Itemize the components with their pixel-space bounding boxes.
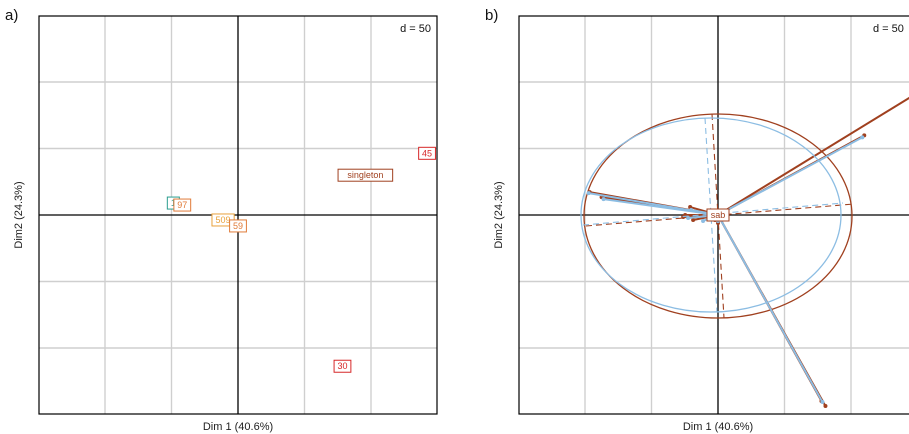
- panel-b-x-axis-title: Dim 1 (40.6%): [683, 421, 753, 433]
- confidence-ellipse: [580, 117, 842, 313]
- point-label: 97: [173, 198, 192, 212]
- group-label: sab: [706, 208, 730, 222]
- panel-b-plot: sab: [580, 96, 909, 409]
- group-label-box: [706, 208, 730, 222]
- data-point: [686, 215, 691, 220]
- point-label: 45: [418, 146, 436, 160]
- data-point: [691, 217, 696, 222]
- group-label-text: sab: [711, 210, 726, 220]
- ellipse-minor-axis: [704, 117, 718, 313]
- data-point: [701, 218, 706, 223]
- point-label-box: [418, 146, 436, 160]
- panel-a-x-axis-title: Dim 1 (40.6%): [203, 421, 273, 433]
- point-label-box: [229, 219, 247, 233]
- panel-b-y-axis-title: Dim2 (24.3%): [493, 181, 505, 248]
- confidence-ellipse: [583, 113, 853, 319]
- point-label-box: [333, 359, 352, 373]
- panel-b: b) d = 50 Dim 1 (40.6%) Dim2 (24.3%) sab: [485, 7, 909, 433]
- star-segment: [717, 96, 909, 216]
- panel-b-d-label: d = 50: [873, 23, 904, 35]
- point-label-text: 509: [216, 215, 231, 225]
- data-point: [820, 400, 825, 405]
- panel-a-y-axis-title: Dim2 (24.3%): [13, 181, 25, 248]
- point-label-text: 1: [171, 198, 176, 208]
- data-point: [586, 191, 591, 196]
- panel-b-letter: b): [485, 7, 498, 24]
- point-label-text: 59: [233, 221, 243, 231]
- point-label-box: [173, 198, 192, 212]
- data-point: [860, 135, 865, 140]
- panel-a: a) d = 50 Dim 1 (40.6%) Dim2 (24.3%) 1 97…: [5, 7, 438, 433]
- point-label: singleton: [337, 168, 394, 182]
- star-segment: [717, 136, 863, 216]
- panel-a-d-label: d = 50: [400, 23, 431, 35]
- data-point: [823, 404, 828, 409]
- data-point: [689, 208, 694, 213]
- panel-a-letter: a): [5, 7, 18, 24]
- star-segment: [717, 214, 824, 403]
- data-point: [601, 197, 606, 202]
- point-label-text: 97: [177, 200, 187, 210]
- panel-b-series: [580, 96, 909, 409]
- point-label-box: [337, 168, 394, 182]
- point-label-text: singleton: [347, 170, 383, 180]
- point-label-text: 45: [422, 148, 432, 158]
- series-1: [580, 117, 865, 405]
- series-0: [583, 96, 909, 409]
- point-label-text: 30: [337, 361, 347, 371]
- point-label: 509: [211, 213, 235, 227]
- point-label: 59: [229, 219, 247, 233]
- point-label: 30: [333, 359, 352, 373]
